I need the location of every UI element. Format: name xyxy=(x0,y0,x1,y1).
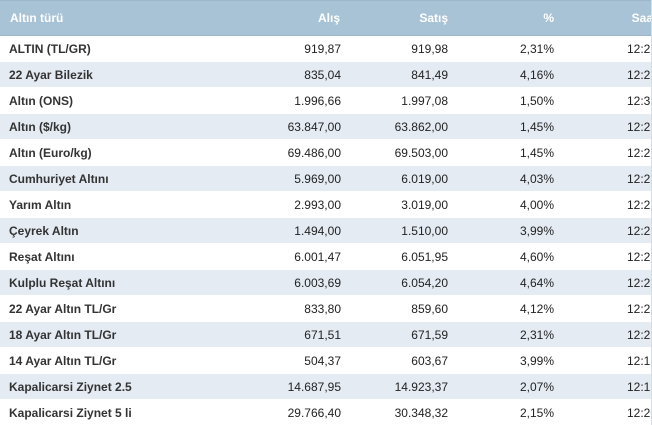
buy-price-cell: 2.993,00 xyxy=(160,191,344,218)
time-cell: 12:23 xyxy=(557,269,651,296)
gold-type-cell: Altın ($/kg) xyxy=(0,113,160,140)
gold-type-cell: Cumhuriyet Altını xyxy=(0,165,160,192)
change-percent-cell: 4,16% xyxy=(450,61,557,88)
time-cell: 12:37 xyxy=(557,87,651,114)
sell-price-cell: 3.019,00 xyxy=(344,191,450,218)
table-row[interactable]: 14 Ayar Altın TL/Gr 504,37 603,67 3,99% 12:1… xyxy=(0,347,651,374)
time-cell: 12:23 xyxy=(557,295,651,322)
buy-price-cell: 1.494,00 xyxy=(160,217,344,244)
time-cell: 12:16 xyxy=(557,373,651,400)
table-row[interactable]: Altın (Euro/kg) 69.486,00 69.503,00 1,45% 12… xyxy=(0,139,651,166)
table-row[interactable]: 22 Ayar Altın TL/Gr 833,80 859,60 4,12% 12:2… xyxy=(0,295,651,322)
change-percent-cell: 1,50% xyxy=(450,87,557,114)
buy-price-cell: 29.766,40 xyxy=(160,399,344,425)
sell-price-cell: 14.923,37 xyxy=(344,373,450,400)
gold-type-cell: Kapalicarsi Ziynet 5 li xyxy=(0,399,160,425)
change-percent-cell: 4,64% xyxy=(450,269,557,296)
sell-price-cell: 1.997,08 xyxy=(344,87,450,114)
gold-type-cell: Reşat Altını xyxy=(0,243,160,270)
time-cell: 12:21 xyxy=(557,61,651,88)
table-row[interactable]: Altın (ONS)1.996,661.997,081,50%12:37 xyxy=(0,87,651,114)
gold-type-cell: Altın (Euro/kg) xyxy=(0,139,160,166)
buy-price-cell: 5.969,00 xyxy=(160,165,344,192)
table-row[interactable]: 18 Ayar Altın TL/Gr 671,51 671,59 2,31% 12:2… xyxy=(0,321,651,348)
gold-type-cell: 22 Ayar Bilezik xyxy=(0,61,160,88)
time-cell: 12:23 xyxy=(557,243,651,270)
change-percent-cell: 4,00% xyxy=(450,191,557,218)
gold-type-cell: 22 Ayar Altın TL/Gr xyxy=(0,295,160,322)
sell-price-cell: 841,49 xyxy=(344,61,450,88)
change-percent-cell: 4,60% xyxy=(450,243,557,270)
column-header-gold-type[interactable]: Altın türü xyxy=(0,0,160,36)
buy-price-cell: 835,04 xyxy=(160,61,344,88)
sell-price-cell: 1.510,00 xyxy=(344,217,450,244)
change-percent-cell: 3,99% xyxy=(450,347,557,374)
table-row[interactable]: Cumhuriyet Altını 5.969,00 6.019,00 4,03% 12… xyxy=(0,165,651,192)
sell-price-cell: 6.051,95 xyxy=(344,243,450,270)
sell-price-cell: 671,59 xyxy=(344,321,450,348)
buy-price-cell: 504,37 xyxy=(160,347,344,374)
buy-price-cell: 14.687,95 xyxy=(160,373,344,400)
column-header-sell[interactable]: Satış xyxy=(344,0,450,36)
gold-type-cell: Çeyrek Altın xyxy=(0,217,160,244)
time-cell: 12:22 xyxy=(557,321,651,348)
sell-price-cell: 30.348,32 xyxy=(344,399,450,425)
column-header-time[interactable]: Saat xyxy=(557,0,651,36)
sell-price-cell: 859,60 xyxy=(344,295,450,322)
table-header-row: Altın türü Alış Satış % Saat xyxy=(0,0,651,36)
table-row[interactable]: Kapalicarsi Ziynet 2.5 14.687,95 14.923,37… xyxy=(0,373,651,400)
change-percent-cell: 2,15% xyxy=(450,399,557,425)
sell-price-cell: 6.054,20 xyxy=(344,269,450,296)
change-percent-cell: 1,45% xyxy=(450,139,557,166)
change-percent-cell: 4,12% xyxy=(450,295,557,322)
change-percent-cell: 2,07% xyxy=(450,373,557,400)
buy-price-cell: 833,80 xyxy=(160,295,344,322)
sell-price-cell: 919,98 xyxy=(344,35,450,62)
column-header-buy[interactable]: Alış xyxy=(160,0,344,36)
buy-price-cell: 1.996,66 xyxy=(160,87,344,114)
time-cell: 12:20 xyxy=(557,399,651,425)
gold-type-cell: Kulplu Reşat Altını xyxy=(0,269,160,296)
change-percent-cell: 2,31% xyxy=(450,35,557,62)
change-percent-cell: 4,03% xyxy=(450,165,557,192)
sell-price-cell: 603,67 xyxy=(344,347,450,374)
table-row[interactable]: Kulplu Reşat Altını 6.003,69 6.054,20 4,64%… xyxy=(0,269,651,296)
gold-type-cell: 18 Ayar Altın TL/Gr xyxy=(0,321,160,348)
change-percent-cell: 3,99% xyxy=(450,217,557,244)
change-percent-cell: 1,45% xyxy=(450,113,557,140)
column-header-change-percent[interactable]: % xyxy=(450,0,557,36)
buy-price-cell: 6.003,69 xyxy=(160,269,344,296)
gold-type-cell: Altın (ONS) xyxy=(0,87,160,114)
buy-price-cell: 671,51 xyxy=(160,321,344,348)
time-cell: 12:23 xyxy=(557,165,651,192)
time-cell: 12:21 xyxy=(557,217,651,244)
gold-type-cell: 14 Ayar Altın TL/Gr xyxy=(0,347,160,374)
table-row[interactable]: Kapalicarsi Ziynet 5 li 29.766,40 30.348,3… xyxy=(0,399,651,425)
gold-type-cell: Yarım Altın xyxy=(0,191,160,218)
gold-type-cell: Kapalicarsi Ziynet 2.5 xyxy=(0,373,160,400)
time-cell: 12:18 xyxy=(557,347,651,374)
sell-price-cell: 69.503,00 xyxy=(344,139,450,166)
sell-price-cell: 63.862,00 xyxy=(344,113,450,140)
gold-type-cell: ALTIN (TL/GR) xyxy=(0,35,160,62)
sell-price-cell: 6.019,00 xyxy=(344,165,450,192)
buy-price-cell: 919,87 xyxy=(160,35,344,62)
buy-price-cell: 69.486,00 xyxy=(160,139,344,166)
buy-price-cell: 6.001,47 xyxy=(160,243,344,270)
time-cell: 12:22 xyxy=(557,139,651,166)
change-percent-cell: 2,31% xyxy=(450,321,557,348)
time-cell: 12:22 xyxy=(557,113,651,140)
time-cell: 12:22 xyxy=(557,191,651,218)
time-cell: 12:22 xyxy=(557,35,651,62)
buy-price-cell: 63.847,00 xyxy=(160,113,344,140)
